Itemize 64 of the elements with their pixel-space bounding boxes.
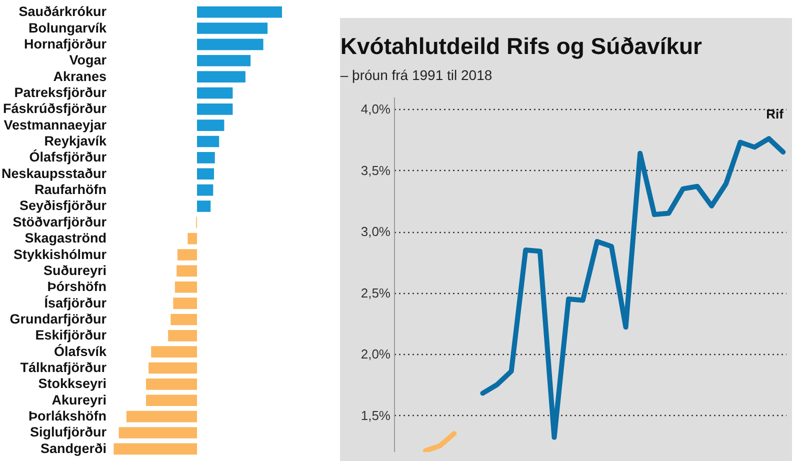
y-tick-label: Ólafsvík [54,344,107,359]
y-tick-label: Reykjavík [44,134,107,149]
y-tick-label: Stykkishólmur [13,246,108,262]
y-tick-label: Sauðárkrókur [18,4,108,20]
y-tick-label: Stöðvarfjörður [12,214,108,230]
y-tick-label: Seyðisfjörður [19,198,108,214]
bar [177,249,197,260]
bar [146,394,197,406]
y-tick-label: Ólafsfjörður [29,150,108,165]
y-tick-label: Suðureyri [43,262,106,278]
bar [188,232,197,244]
bar [126,410,197,422]
y-tick-label: Ísafjörður [44,295,108,310]
y-tick-label: Grundarfjörður [10,311,108,326]
y-tick-label: Vestmannaeyjar [4,117,108,132]
bar [176,265,197,277]
y-tick-label: Skagaströnd [24,230,106,246]
bar [197,120,224,131]
bar [197,200,211,212]
y-tick-label: 3,5% [360,162,391,178]
y-tick-label: 4,0% [360,102,391,117]
bar [173,298,197,309]
y-tick-label: Raufarhöfn [34,182,106,198]
bar [170,314,197,326]
bar [197,104,233,115]
bar [197,168,214,180]
bar [148,362,197,374]
bar [197,54,251,66]
y-tick-label: 2,0% [360,346,391,362]
bar [114,443,197,455]
y-tick-label: Eskifjörður [35,328,108,343]
y-tick-label: 3,0% [360,224,391,240]
bar [197,184,214,196]
bar [197,38,264,50]
bar [197,71,246,82]
y-tick-label: Siglufjörður [30,424,108,440]
y-tick-label: Fáskrúðsfjörður [2,101,108,116]
y-tick-label: Vogar [69,52,108,68]
y-tick-label: Þorlákshöfn [28,408,106,424]
chart-subtitle: – þróun frá 1991 til 2018 [340,67,492,83]
bar [168,330,197,342]
bar [197,22,268,34]
y-tick-label: Bolungarvík [28,20,107,36]
series-label: Rif [766,106,784,122]
y-tick-label: Akranes [53,68,106,84]
y-tick-label: Tálknafjörður [20,360,108,376]
y-tick-label: Sandgerði [40,440,106,456]
y-tick-label: Hornafjörður [24,36,108,52]
bar [197,87,233,99]
bar [197,6,282,18]
y-tick-label: Þórshöfn [47,279,106,294]
y-tick-label: Akureyri [52,392,106,408]
bar [118,427,197,438]
y-tick-label: Stokkseyri [38,376,106,392]
bar [151,346,197,358]
bar [174,281,197,293]
y-tick-label: Patreksfjörður [14,84,108,100]
y-tick-label: Neskaupsstaður [1,166,108,181]
chart-title: Kvótahlutdeild Rifs og Súðavíkur [340,33,702,59]
bar [146,378,197,390]
bar [197,136,220,148]
y-tick-label: 2,5% [360,285,391,300]
y-tick-label: 1,5% [360,408,391,423]
bar [197,152,215,164]
